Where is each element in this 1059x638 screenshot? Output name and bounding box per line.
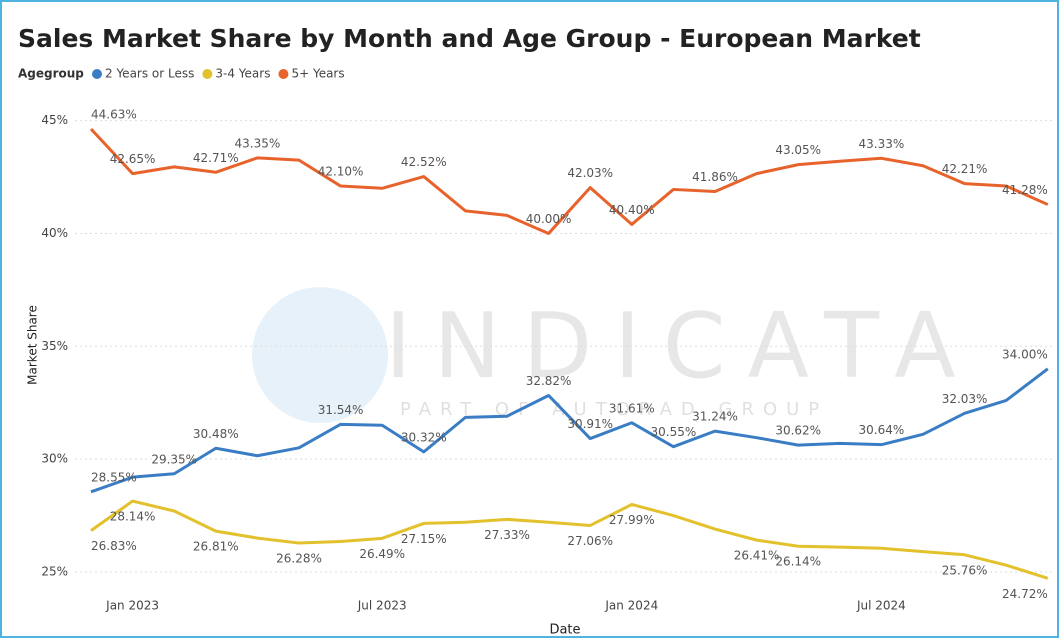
data-label: 41.86% xyxy=(692,170,738,184)
data-label: 42.65% xyxy=(110,152,156,166)
series-line xyxy=(89,127,1049,235)
y-tick-label: 35% xyxy=(41,339,68,353)
data-label: 26.41% xyxy=(734,549,780,563)
data-label: 27.99% xyxy=(609,513,655,527)
x-tick-label: Jan 2023 xyxy=(105,599,159,613)
data-label: 25.76% xyxy=(942,563,988,577)
legend-marker xyxy=(202,69,213,79)
data-label: 26.49% xyxy=(359,547,405,561)
legend-marker xyxy=(92,69,102,79)
data-label: 42.21% xyxy=(942,162,988,176)
data-label: 26.14% xyxy=(775,555,821,569)
data-label: 28.55% xyxy=(91,470,137,484)
watermark-logo xyxy=(252,287,388,423)
legend-title: Agegroup xyxy=(18,67,84,81)
data-label: 43.35% xyxy=(235,136,281,150)
x-tick-label: Jul 2023 xyxy=(357,599,407,613)
data-label: 28.14% xyxy=(110,510,156,524)
data-label: 42.10% xyxy=(318,165,364,179)
x-tick-label: Jul 2024 xyxy=(856,599,906,613)
data-label: 43.33% xyxy=(859,137,905,151)
data-label: 31.61% xyxy=(609,401,655,415)
data-label: 29.35% xyxy=(151,452,197,466)
data-label: 40.40% xyxy=(609,203,655,217)
series-line xyxy=(90,367,1049,494)
data-label: 27.33% xyxy=(484,528,530,542)
data-label: 26.81% xyxy=(193,540,239,554)
legend-label: 2 Years or Less xyxy=(105,67,194,81)
data-label: 31.24% xyxy=(692,410,738,424)
x-axis-label: Date xyxy=(549,623,580,638)
data-label: 44.63% xyxy=(91,107,137,121)
data-label: 30.55% xyxy=(651,425,697,439)
y-axis-label: Market Share xyxy=(26,305,40,385)
data-label: 41.28% xyxy=(1002,183,1048,197)
x-tick-label: Jan 2024 xyxy=(604,599,658,613)
y-tick-label: 45% xyxy=(41,113,68,127)
data-label: 42.71% xyxy=(193,151,239,165)
data-label: 43.05% xyxy=(775,143,821,157)
chart-title: Sales Market Share by Month and Age Grou… xyxy=(18,24,921,53)
y-tick-label: 30% xyxy=(41,452,68,466)
data-label: 31.54% xyxy=(318,403,364,417)
data-label: 40.00% xyxy=(526,212,572,226)
data-label: 26.83% xyxy=(91,539,137,553)
legend-marker xyxy=(278,69,289,79)
data-label: 30.91% xyxy=(567,417,613,431)
data-label: 27.06% xyxy=(567,534,613,548)
data-label: 30.48% xyxy=(193,427,239,441)
data-label: 42.52% xyxy=(401,155,447,169)
y-tick-label: 40% xyxy=(41,226,68,240)
legend-label: 3-4 Years xyxy=(215,67,270,81)
data-label: 30.62% xyxy=(775,424,821,438)
legend-label: 5+ Years xyxy=(291,67,344,81)
series-line xyxy=(90,499,1049,580)
data-label: 26.28% xyxy=(276,552,322,566)
data-label: 27.15% xyxy=(401,532,447,546)
data-label: 30.32% xyxy=(401,430,447,444)
data-label: 34.00% xyxy=(1002,347,1048,361)
watermark-tagline: PART OF AUTORAD GROUP xyxy=(400,399,828,420)
data-label: 30.64% xyxy=(859,423,905,437)
data-label: 24.72% xyxy=(1002,587,1048,601)
data-label: 32.03% xyxy=(942,392,988,406)
y-tick-label: 25% xyxy=(41,564,68,578)
data-label: 32.82% xyxy=(526,374,572,388)
data-label: 42.03% xyxy=(567,166,613,180)
